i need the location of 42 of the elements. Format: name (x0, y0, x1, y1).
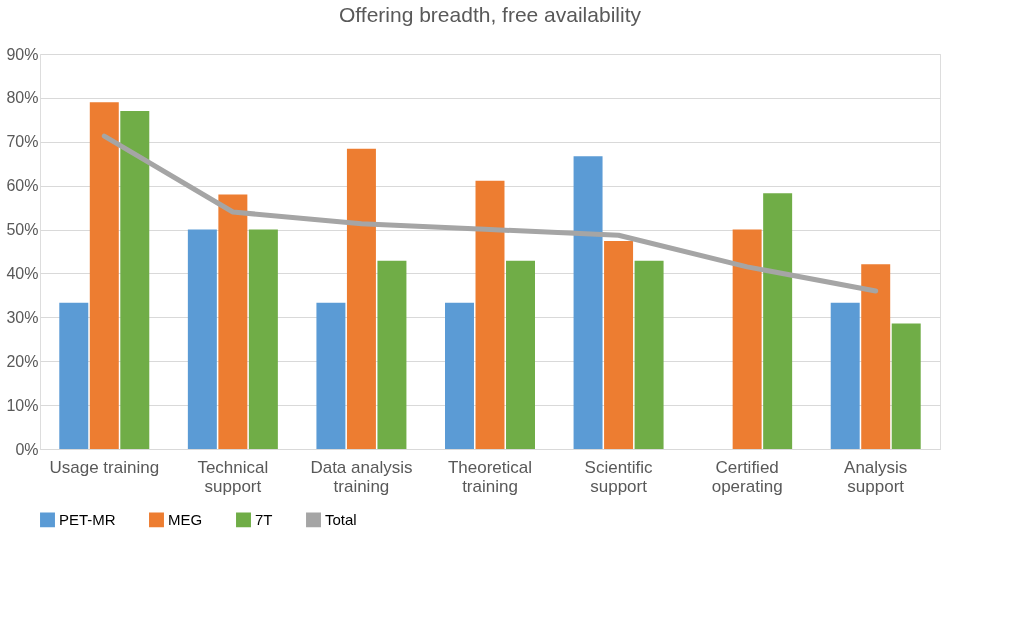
bar (891, 323, 921, 449)
legend-label: 7T (255, 510, 273, 528)
x-tick-label: Certified operating (711, 457, 783, 496)
legend-label: MEG (168, 510, 203, 528)
bar (573, 156, 603, 449)
y-tick-label: 40% (6, 264, 39, 282)
x-tick-label: Scientific support (584, 457, 654, 496)
bar (763, 193, 793, 449)
x-tick-label: Theoretical training (447, 457, 533, 496)
bar (445, 302, 474, 449)
bar (634, 260, 664, 449)
y-tick-label: 30% (6, 308, 39, 326)
bar (89, 102, 119, 449)
y-tick-label: 60% (6, 177, 39, 195)
y-tick-label: 50% (6, 221, 39, 239)
bar (316, 302, 346, 449)
bar (187, 229, 217, 449)
legend-label: Total (325, 510, 357, 528)
bar (732, 229, 762, 449)
bar (377, 260, 407, 449)
bar (861, 264, 891, 449)
bar (120, 111, 150, 449)
y-tick-label: 90% (6, 45, 39, 63)
legend-label: PET-MR (59, 510, 116, 528)
x-tick-label: Usage training (49, 457, 160, 477)
chart-title: Offering breadth, free availability (339, 3, 642, 26)
x-tick-label: Data analysis training (310, 457, 413, 496)
bar (475, 180, 505, 449)
y-tick-label: 80% (6, 89, 39, 107)
bar (218, 194, 248, 449)
x-tick-label: Analysis support (844, 457, 908, 496)
bar (830, 302, 860, 449)
y-tick-label: 70% (6, 133, 39, 151)
x-tick-label: Technical support (197, 457, 269, 496)
bar (604, 240, 634, 449)
bar (346, 148, 376, 449)
bar (506, 260, 535, 449)
y-tick-label: 20% (6, 352, 39, 370)
y-tick-label: 0% (15, 440, 39, 458)
y-tick-label: 10% (6, 396, 39, 414)
bar (59, 302, 89, 449)
bar (248, 229, 278, 449)
